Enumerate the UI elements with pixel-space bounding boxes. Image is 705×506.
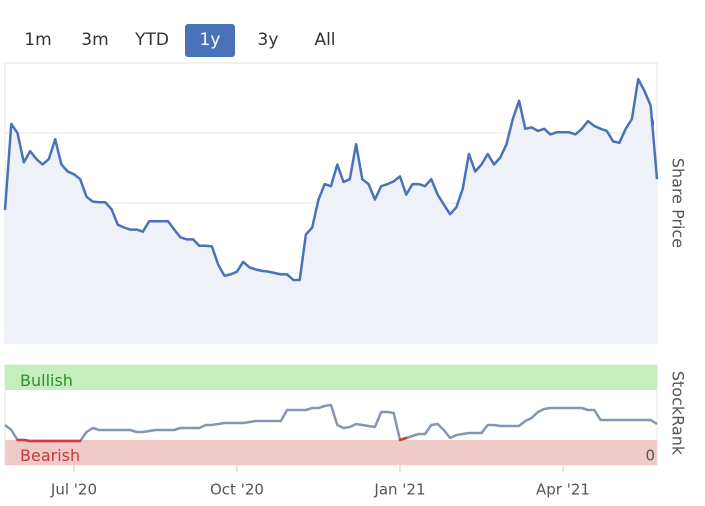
x-tick-label: Apr '21 — [536, 481, 590, 499]
line — [4, 403, 658, 443]
bearish-segment — [398, 436, 408, 442]
x-tick-label: Oct '20 — [210, 481, 264, 499]
axis-label: StockRank — [669, 371, 688, 456]
line — [3, 77, 659, 282]
range-button[interactable]: 3m — [81, 30, 109, 50]
range-button[interactable]: YTD — [135, 30, 169, 50]
bullish-zone — [5, 365, 657, 390]
range-button[interactable]: All — [314, 30, 336, 50]
bearish-zone — [5, 440, 657, 465]
range-button[interactable]: 1m — [24, 30, 52, 50]
x-tick-label: Jan '21 — [373, 481, 425, 499]
axis-label: Share Price — [669, 158, 688, 248]
zone-label: Bullish — [20, 371, 73, 390]
area — [5, 79, 657, 343]
zone-label: Bearish — [20, 446, 80, 465]
range-button[interactable]: 1y — [185, 24, 235, 57]
x-tick-label: Jul '20 — [50, 481, 97, 499]
range-button[interactable]: 3y — [257, 30, 279, 50]
y-tick-label: 0 — [645, 447, 655, 465]
